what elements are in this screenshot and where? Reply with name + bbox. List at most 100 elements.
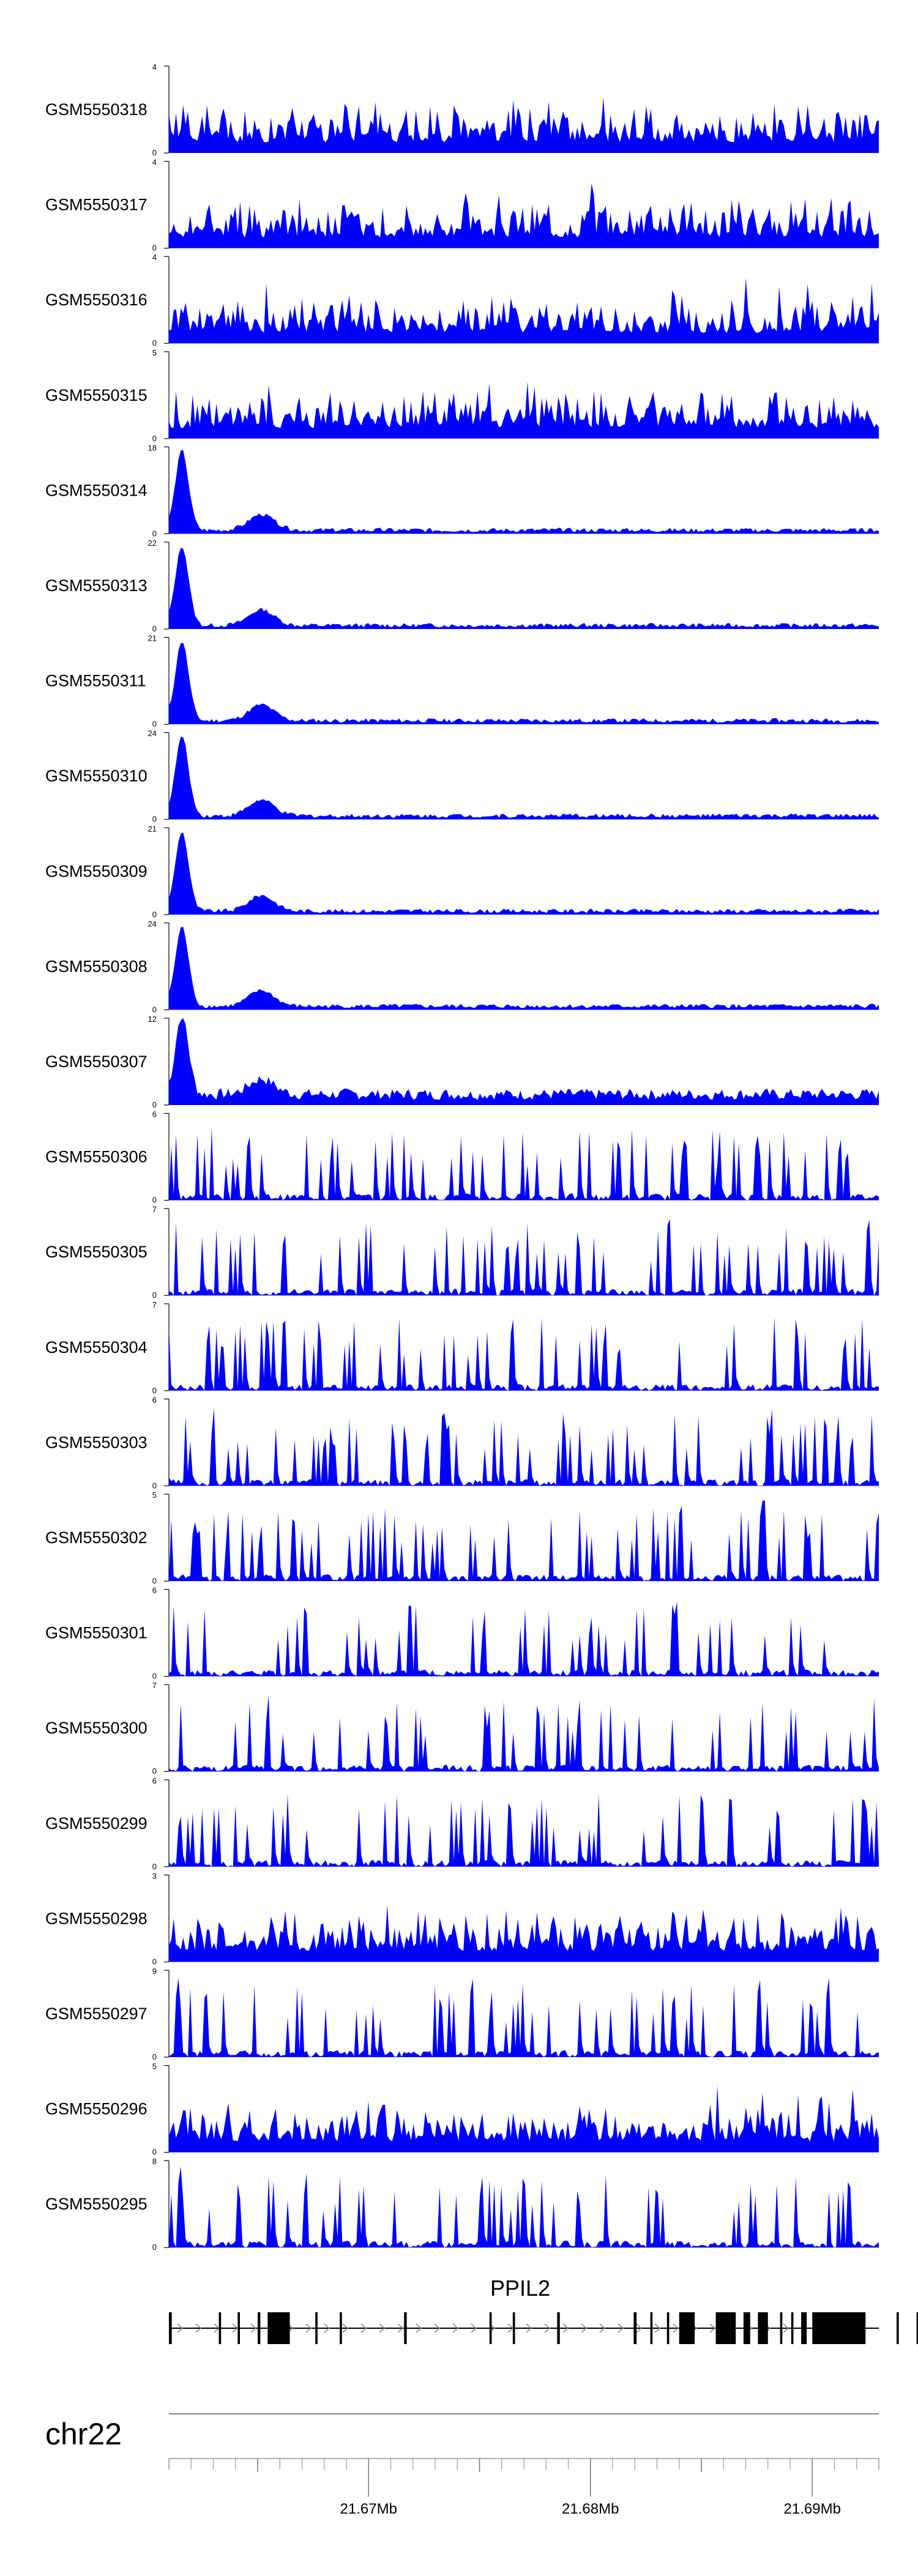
track-GSM5550304: GSM5550304 7 0 — [45, 1300, 879, 1395]
strand-chevron — [654, 2323, 661, 2333]
ymax-tick-label: 21 — [148, 824, 157, 833]
track-label: GSM5550308 — [45, 957, 147, 975]
ymin-tick-label: 0 — [152, 1005, 157, 1014]
coverage-area — [169, 548, 879, 629]
track-GSM5550300: GSM5550300 7 0 — [45, 1681, 879, 1776]
gene-exon — [404, 2312, 407, 2344]
ymax-tick-label: 6 — [152, 1776, 157, 1785]
track-label: GSM5550298 — [45, 1909, 147, 1927]
track-GSM5550299: GSM5550299 6 0 — [45, 1776, 879, 1871]
track-GSM5550303: GSM5550303 6 0 — [45, 1395, 879, 1490]
track-GSM5550311: GSM5550311 21 0 — [45, 634, 879, 729]
ymin-tick-label: 0 — [152, 1576, 157, 1585]
track-label: GSM5550305 — [45, 1243, 147, 1261]
ymax-tick-label: 3 — [152, 1871, 157, 1880]
ymin-tick-label: 0 — [152, 2243, 157, 2252]
ymax-tick-label: 4 — [152, 158, 157, 167]
strand-chevron — [342, 2323, 349, 2333]
track-label: GSM5550313 — [45, 576, 147, 595]
track-label: GSM5550318 — [45, 100, 147, 119]
ymax-tick-label: 5 — [152, 2062, 157, 2071]
coverage-area — [169, 1695, 879, 1772]
ymax-tick-label: 7 — [152, 1300, 157, 1309]
ymin-tick-label: 0 — [152, 244, 157, 253]
ymax-tick-label: 7 — [152, 1681, 157, 1690]
track-GSM5550301: GSM5550301 6 0 — [45, 1586, 879, 1681]
coverage-area — [169, 2085, 879, 2153]
gene-exon — [258, 2312, 261, 2344]
track-label: GSM5550303 — [45, 1433, 147, 1451]
strand-chevron — [195, 2323, 202, 2333]
ymax-tick-label: 21 — [148, 634, 157, 643]
ymin-tick-label: 0 — [152, 1386, 157, 1395]
ymin-tick-label: 0 — [152, 1481, 157, 1490]
gene-exon — [489, 2312, 492, 2344]
track-label: GSM5550307 — [45, 1052, 147, 1071]
track-GSM5550315: GSM5550315 5 0 — [45, 348, 879, 443]
strand-chevron — [434, 2323, 441, 2333]
coverage-area — [169, 184, 879, 248]
gene-exon — [679, 2312, 695, 2344]
coverage-area — [169, 1500, 879, 1581]
coverage-area — [169, 450, 879, 534]
gene-name-label: PPIL2 — [490, 2276, 550, 2301]
gene-exon — [340, 2312, 342, 2344]
gene-exon — [218, 2312, 222, 2344]
coverage-area — [169, 926, 879, 1010]
track-GSM5550318: GSM5550318 4 0 — [45, 62, 879, 157]
track-GSM5550298: GSM5550298 3 0 — [45, 1871, 879, 1966]
strand-chevron — [360, 2323, 367, 2333]
ymin-tick-label: 0 — [152, 1672, 157, 1681]
ymax-tick-label: 4 — [152, 253, 157, 262]
track-label: GSM5550315 — [45, 386, 147, 404]
strand-chevron — [177, 2323, 184, 2333]
coverage-area — [169, 2166, 879, 2248]
gene-exon — [512, 2312, 515, 2344]
strand-chevron — [709, 2323, 716, 2333]
track-label: GSM5550314 — [45, 481, 147, 499]
track-GSM5550314: GSM5550314 18 0 — [45, 443, 879, 538]
ymax-tick-label: 5 — [152, 1491, 157, 1500]
track-GSM5550307: GSM5550307 12 0 — [45, 1014, 879, 1109]
ymax-tick-label: 8 — [152, 2157, 157, 2166]
track-GSM5550313: GSM5550313 22 0 — [45, 538, 879, 633]
ymax-tick-label: 24 — [148, 919, 157, 928]
coverage-area — [169, 832, 879, 915]
ymin-tick-label: 0 — [152, 2148, 157, 2157]
strand-chevron — [636, 2323, 643, 2333]
track-GSM5550296: GSM5550296 5 0 — [45, 2062, 879, 2157]
gene-exon — [743, 2312, 750, 2344]
track-GSM5550297: GSM5550297 9 0 — [45, 1967, 879, 2061]
track-GSM5550310: GSM5550310 24 0 — [45, 729, 879, 824]
ymax-tick-label: 22 — [148, 538, 157, 548]
ymin-tick-label: 0 — [152, 1290, 157, 1300]
coverage-area — [169, 1408, 879, 1486]
ymax-tick-label: 18 — [148, 443, 157, 452]
strand-chevron — [397, 2323, 404, 2333]
ymin-tick-label: 0 — [152, 2052, 157, 2061]
ymin-tick-label: 0 — [152, 814, 157, 824]
gene-exon — [801, 2312, 807, 2344]
ymin-tick-label: 0 — [152, 1196, 157, 1205]
gene-exon — [715, 2312, 736, 2344]
track-GSM5550317: GSM5550317 4 0 — [45, 158, 879, 253]
track-label: GSM5550304 — [45, 1338, 147, 1357]
strand-chevron — [324, 2323, 330, 2333]
track-GSM5550295: GSM5550295 8 0 — [45, 2157, 879, 2252]
track-GSM5550309: GSM5550309 21 0 — [45, 824, 879, 919]
coverage-area — [169, 1317, 879, 1391]
track-label: GSM5550306 — [45, 1148, 147, 1166]
track-label: GSM5550311 — [45, 672, 146, 690]
strand-chevron — [673, 2323, 679, 2333]
strand-chevron — [581, 2323, 588, 2333]
strand-chevron — [471, 2323, 477, 2333]
gene-exon — [315, 2312, 318, 2344]
gene-exon — [897, 2312, 899, 2344]
coverage-area — [169, 1978, 879, 2057]
strand-chevron — [452, 2323, 459, 2333]
ymax-tick-label: 6 — [152, 1586, 157, 1595]
track-GSM5550316: GSM5550316 4 0 — [45, 253, 879, 348]
coverage-area — [169, 736, 879, 820]
ymax-tick-label: 24 — [148, 729, 157, 738]
